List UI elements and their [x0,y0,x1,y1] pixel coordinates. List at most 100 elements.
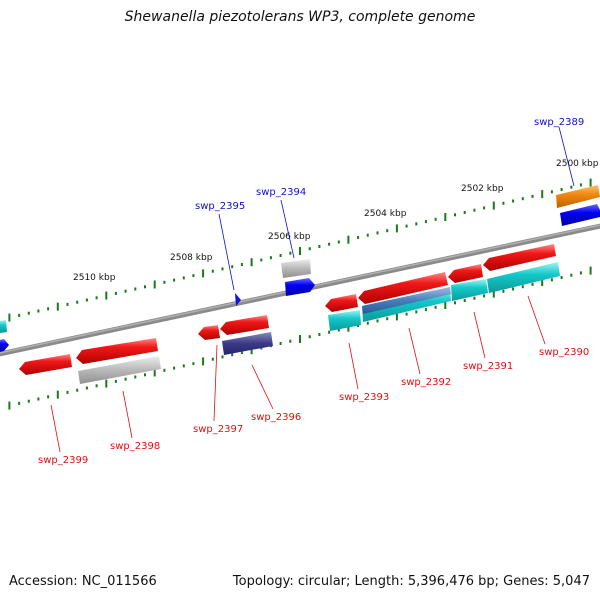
tick-outer-major-2 [8,314,10,322]
tick-outer-minor-5 [37,310,39,313]
label-swp-2397[interactable]: swp_2397 [193,424,243,435]
tick-outer-minor-29 [270,256,272,259]
tick-outer-minor-28 [260,259,262,262]
gene-swp-2396[interactable] [220,315,269,335]
tick-inner-minor-55 [522,285,524,288]
tick-outer-minor-33 [309,247,311,250]
tick-outer-major-52 [493,202,495,210]
tick-inner-minor-19 [173,367,175,370]
tick-inner-major-7 [57,391,59,399]
tick-inner-minor-34 [318,333,320,336]
tick-outer-minor-51 [483,206,485,209]
tick-outer-minor-19 [173,279,175,282]
label-swp-2394[interactable]: swp_2394 [256,187,306,198]
tick-outer-minor-35 [328,243,330,246]
genome-stats: Topology: circular; Length: 5,396,476 bp… [233,574,590,589]
tick-inner-major-12 [105,380,107,388]
tick-outer-minor-59 [561,188,563,191]
gene-forward-cyan-edge[interactable] [0,320,7,333]
gene-forward-blue-mid[interactable] [285,278,315,296]
gene-swp-2397[interactable] [198,325,220,340]
scale-label-2508: 2508 kbp [170,253,213,263]
leader-swp-2389 [559,127,574,186]
scale-label-2500: 2500 kbp [556,159,599,169]
gene-navy-2396[interactable] [222,332,273,355]
tick-outer-minor-44 [415,222,417,225]
tick-outer-minor-58 [551,190,553,193]
label-swp-2389[interactable]: swp_2389 [534,117,584,128]
label-swp-2393[interactable]: swp_2393 [339,392,389,403]
gene-forward-blue-upper[interactable] [560,204,600,226]
tick-outer-minor-46 [435,218,437,221]
tick-outer-minor-45 [425,220,427,223]
tick-outer-minor-55 [522,197,524,200]
tick-outer-minor-53 [502,202,504,205]
leader-swp-2399 [51,405,60,452]
tick-inner-minor-16 [144,373,146,376]
scale-label-2502: 2502 kbp [461,184,504,194]
label-swp-2396[interactable]: swp_2396 [251,412,301,423]
tick-inner-major-62 [590,267,592,275]
tick-outer-minor-48 [454,213,456,216]
gene-swp-2394[interactable] [281,259,311,278]
leader-swp-2391 [474,312,485,358]
tick-inner-minor-4 [28,400,30,403]
tick-outer-minor-9 [76,301,78,304]
gene-cyan-2393[interactable] [328,310,361,331]
tick-inner-minor-58 [551,278,553,281]
tick-inner-minor-46 [435,306,437,309]
tick-inner-minor-54 [512,288,514,291]
tick-outer-major-12 [105,292,107,300]
scale-label-2504: 2504 kbp [364,209,407,219]
label-swp-2391[interactable]: swp_2391 [463,361,513,372]
tick-outer-minor-56 [532,195,534,198]
tick-inner-minor-39 [367,322,369,325]
tick-inner-minor-30 [280,342,282,345]
tick-outer-minor-34 [318,245,320,248]
tick-inner-minor-60 [570,274,572,277]
scale-ticks-outer [8,179,591,322]
tick-outer-minor-18 [163,281,165,284]
tick-outer-minor-60 [570,186,572,189]
tick-outer-minor-23 [212,270,214,273]
tick-outer-minor-14 [125,290,127,293]
tick-outer-major-17 [154,281,156,289]
tick-outer-major-32 [299,247,301,255]
tick-inner-major-32 [299,335,301,343]
tick-outer-major-42 [396,224,398,232]
tick-outer-minor-41 [386,229,388,232]
tick-outer-minor-50 [473,209,475,212]
accession-text: Accession: NC_011566 [9,574,157,589]
tick-inner-minor-8 [67,391,69,394]
tick-outer-minor-20 [183,276,185,279]
label-swp-2398[interactable]: swp_2398 [110,441,160,452]
tick-inner-minor-31 [289,340,291,343]
tick-outer-minor-13 [115,292,117,295]
tick-inner-minor-44 [415,310,417,313]
tick-outer-minor-31 [289,252,291,255]
tick-outer-minor-26 [241,263,243,266]
tick-outer-minor-10 [86,299,88,302]
tick-outer-minor-54 [512,200,514,203]
leader-swp-2393 [349,343,358,389]
label-swp-2399[interactable]: swp_2399 [38,455,88,466]
tick-inner-minor-53 [502,290,504,293]
gene-swp-2399[interactable] [19,354,72,375]
gene-swp-2393[interactable] [325,294,358,312]
tick-inner-minor-21 [192,362,194,365]
leader-swp-2396 [252,365,273,409]
label-swp-2390[interactable]: swp_2390 [539,347,589,358]
tick-inner-minor-49 [464,299,466,302]
tick-outer-minor-6 [47,307,49,310]
tick-inner-minor-15 [134,376,136,379]
gene-swp-2391[interactable] [448,264,483,283]
leader-swp-2397 [214,345,217,421]
tick-outer-major-47 [444,213,446,221]
tick-inner-minor-51 [483,294,485,297]
leader-swp-2390 [528,296,545,344]
label-swp-2395[interactable]: swp_2395 [195,201,245,212]
tick-outer-minor-15 [134,288,136,291]
label-swp-2392[interactable]: swp_2392 [401,377,451,388]
tick-outer-minor-16 [144,285,146,288]
scale-label-2510: 2510 kbp [73,273,116,283]
